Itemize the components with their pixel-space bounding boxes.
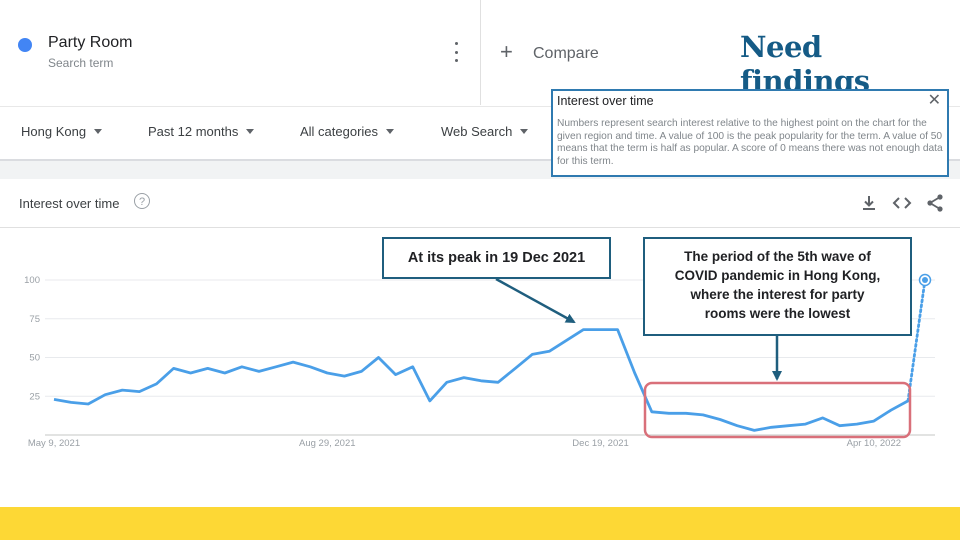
tooltip-title: Interest over time: [557, 94, 654, 108]
y-tick-label: 50: [29, 353, 40, 364]
chevron-down-icon: [386, 129, 395, 134]
x-tick-label: Aug 29, 2021: [299, 438, 356, 449]
y-tick-label: 100: [24, 275, 40, 286]
x-tick-label: Apr 10, 2022: [847, 438, 901, 449]
partial-data-segment: [906, 278, 927, 403]
header-divider: [0, 227, 960, 228]
close-icon[interactable]: ✕: [927, 92, 941, 109]
tooltip-body: Numbers represent search interest relati…: [557, 118, 943, 167]
search-type-filter-label: Web Search: [441, 124, 513, 139]
wave-annotation-line-4: rooms were the lowest: [704, 306, 851, 321]
y-tick-label: 25: [29, 391, 40, 402]
category-filter-label: All categories: [300, 124, 379, 139]
interest-tooltip: Interest over time ✕ Numbers represent s…: [551, 89, 949, 177]
x-tick-label: May 9, 2021: [28, 438, 80, 449]
help-icon[interactable]: ?: [134, 193, 150, 209]
category-filter[interactable]: All categories: [300, 124, 395, 139]
embed-code-icon[interactable]: [892, 193, 912, 213]
chevron-down-icon: [246, 129, 255, 134]
wave-annotation-line-3: where the interest for party: [690, 287, 865, 302]
region-filter[interactable]: Hong Kong: [21, 124, 103, 139]
time-filter-label: Past 12 months: [148, 124, 239, 139]
search-term-name: Party Room: [48, 34, 133, 51]
more-options-icon[interactable]: [448, 42, 464, 62]
compare-button[interactable]: Compare: [533, 45, 599, 62]
chevron-down-icon: [94, 129, 103, 134]
series-line: [53, 328, 909, 432]
region-filter-label: Hong Kong: [21, 124, 87, 139]
wave-annotation: The period of the 5th wave of COVID pand…: [643, 237, 912, 336]
x-tick-label: Dec 19, 2021: [572, 438, 629, 449]
search-term-card[interactable]: Party Room Search term: [0, 0, 481, 105]
download-icon[interactable]: [859, 193, 879, 213]
wave-annotation-line-2: COVID pandemic in Hong Kong,: [674, 268, 881, 283]
y-tick-label: 75: [29, 314, 40, 325]
search-term-subtitle: Search term: [48, 56, 114, 70]
latest-point-dot: [922, 277, 928, 283]
plus-icon[interactable]: +: [500, 39, 513, 64]
peak-arrow: [495, 277, 576, 324]
share-icon[interactable]: [925, 193, 945, 213]
section-title: Interest over time: [19, 196, 120, 211]
wave-annotation-line-1: The period of the 5th wave of: [684, 249, 871, 264]
time-filter[interactable]: Past 12 months: [148, 124, 255, 139]
footer-band: [0, 507, 960, 540]
chevron-down-icon: [520, 129, 529, 134]
search-type-filter[interactable]: Web Search: [441, 124, 529, 139]
fifth-wave-highlight: [643, 381, 912, 439]
term-color-dot: [18, 38, 32, 52]
peak-annotation: At its peak in 19 Dec 2021: [382, 237, 611, 279]
